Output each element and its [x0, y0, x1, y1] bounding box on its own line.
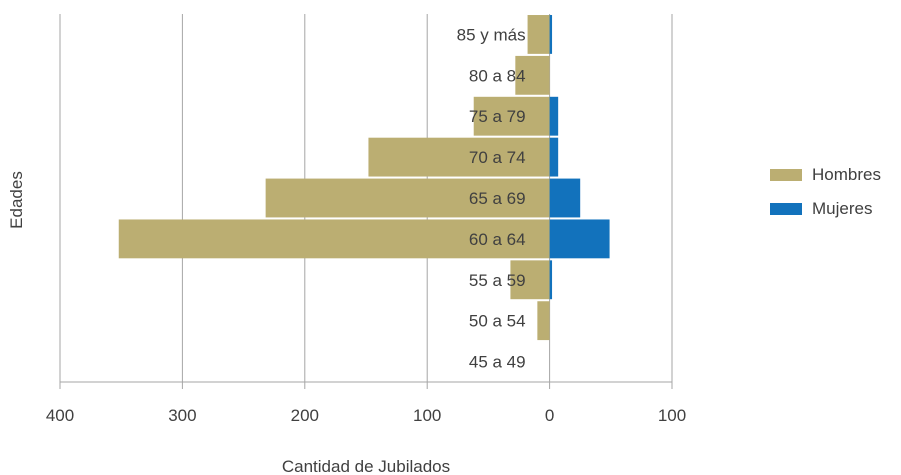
bar-hombres — [515, 55, 550, 95]
category-label: 50 a 54 — [469, 312, 526, 331]
category-label: 85 y más — [457, 25, 526, 44]
bar-hombres — [118, 219, 550, 259]
category-label: 70 a 74 — [469, 148, 526, 167]
legend: Hombres Mujeres — [770, 158, 881, 226]
bar-mujeres — [549, 219, 610, 259]
bar-mujeres — [549, 96, 559, 136]
x-tick-label: 200 — [291, 406, 319, 425]
x-axis: 400 300 200 100 0 100 — [46, 381, 686, 425]
legend-swatch-mujeres — [770, 203, 802, 215]
y-axis-title: Edades — [7, 171, 26, 229]
bar-hombres — [527, 15, 550, 54]
x-tick-label: 300 — [168, 406, 196, 425]
bar-mujeres — [549, 137, 559, 177]
category-label: 55 a 59 — [469, 271, 526, 290]
bar-mujeres — [549, 15, 553, 54]
x-axis-title: Cantidad de Jubilados — [282, 457, 450, 475]
category-label: 65 a 69 — [469, 189, 526, 208]
bar-mujeres — [549, 260, 553, 300]
x-tick-label: 400 — [46, 406, 74, 425]
category-label: 80 a 84 — [469, 66, 526, 85]
category-label: 60 a 64 — [469, 230, 526, 249]
legend-label-hombres: Hombres — [812, 165, 881, 184]
category-labels: 85 y más 80 a 84 75 a 79 70 a 74 65 a 69 60 a… — [457, 25, 526, 371]
category-label: 75 a 79 — [469, 107, 526, 126]
bar-hombres — [265, 178, 550, 218]
bar-hombres — [537, 301, 550, 341]
bar-mujeres — [549, 178, 581, 218]
x-tick-label: 100 — [413, 406, 441, 425]
bar-hombres — [510, 260, 550, 300]
legend-label-mujeres: Mujeres — [812, 199, 873, 218]
x-tick-label: 100 — [658, 406, 686, 425]
bar-hombres — [368, 137, 550, 177]
bars — [118, 15, 610, 341]
legend-item-mujeres: Mujeres — [770, 192, 881, 226]
legend-item-hombres: Hombres — [770, 158, 881, 192]
x-tick-label: 0 — [545, 406, 554, 425]
legend-swatch-hombres — [770, 169, 802, 181]
bar-hombres — [473, 96, 550, 136]
category-label: 45 a 49 — [469, 353, 526, 372]
